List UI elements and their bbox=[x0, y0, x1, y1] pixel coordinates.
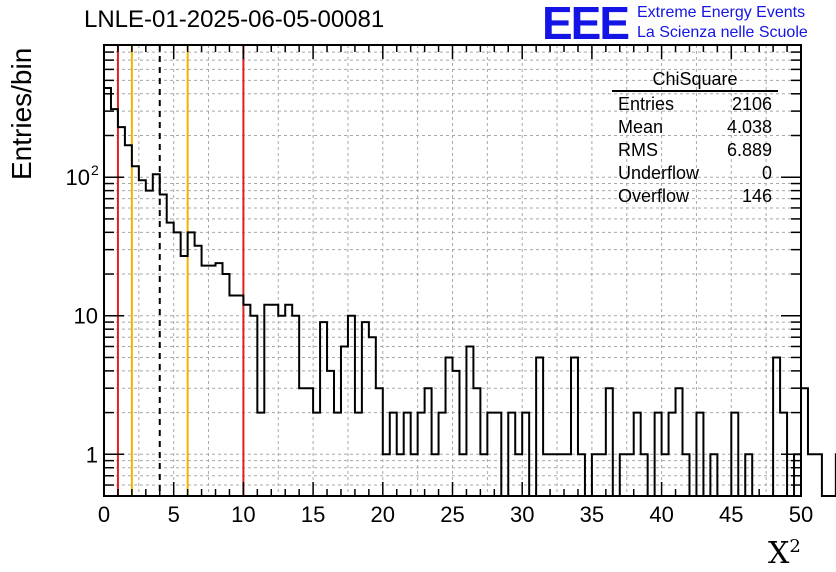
y-tick-label: 10 bbox=[66, 165, 90, 190]
stats-row-underflow: Underflow 0 bbox=[612, 162, 778, 185]
stats-row-rms: RMS 6.889 bbox=[612, 139, 778, 162]
stats-row-overflow: Overflow 146 bbox=[612, 185, 778, 208]
x-tick-label: 15 bbox=[301, 502, 325, 527]
y-axis-label: Entries/bin bbox=[6, 47, 37, 180]
eee-logo-mark: EEE bbox=[542, 0, 630, 49]
y-tick-label: 1 bbox=[86, 442, 98, 467]
x-tick-label: 10 bbox=[231, 502, 255, 527]
axis-ticks bbox=[103, 45, 802, 496]
stats-row-mean: Mean 4.038 bbox=[612, 116, 778, 139]
x-axis-label: X2 bbox=[768, 536, 801, 571]
x-axis-label-sup: 2 bbox=[789, 536, 801, 557]
x-axis-label-base: X bbox=[768, 536, 790, 571]
stats-label: Entries bbox=[618, 94, 675, 114]
stats-row-entries: Entries 2106 bbox=[612, 93, 778, 116]
x-tick-labels: 0 5 10 15 20 25 30 35 40 45 50 bbox=[98, 502, 813, 527]
logo-text-line2: La Scienza nelle Scuole bbox=[637, 24, 808, 41]
x-tick-label: 40 bbox=[649, 502, 673, 527]
reference-lines bbox=[116, 45, 245, 496]
stats-value: 6.889 bbox=[726, 140, 772, 160]
stats-value: 146 bbox=[741, 186, 772, 206]
x-tick-label: 20 bbox=[371, 502, 395, 527]
plot-frame bbox=[103, 44, 802, 497]
x-tick-label: 30 bbox=[510, 502, 534, 527]
x-tick-label: 5 bbox=[168, 502, 180, 527]
x-tick-label: 35 bbox=[580, 502, 604, 527]
x-tick-label: 50 bbox=[789, 502, 813, 527]
x-tick-label: 25 bbox=[440, 502, 464, 527]
y-tick-label: 10 bbox=[74, 304, 98, 329]
x-tick-label: 45 bbox=[719, 502, 743, 527]
stats-label: RMS bbox=[618, 140, 658, 160]
stats-value: 0 bbox=[761, 163, 772, 183]
stats-box-title: ChiSquare bbox=[612, 68, 778, 92]
x-tick-label: 0 bbox=[98, 502, 110, 527]
stats-label: Mean bbox=[618, 117, 664, 137]
y-tick-label-exponent: 2 bbox=[91, 162, 99, 178]
stats-label: Underflow bbox=[618, 163, 700, 183]
stats-box: ChiSquare Entries 2106 Mean 4.038 RMS 6.889… bbox=[612, 68, 778, 208]
stats-label: Overflow bbox=[618, 186, 690, 206]
stats-value: 2106 bbox=[731, 94, 772, 114]
chart-title: LNLE-01-2025-06-05-00081 bbox=[84, 6, 385, 33]
stats-value: 4.038 bbox=[726, 117, 772, 137]
logo-text-line1: Extreme Energy Events bbox=[637, 4, 806, 21]
